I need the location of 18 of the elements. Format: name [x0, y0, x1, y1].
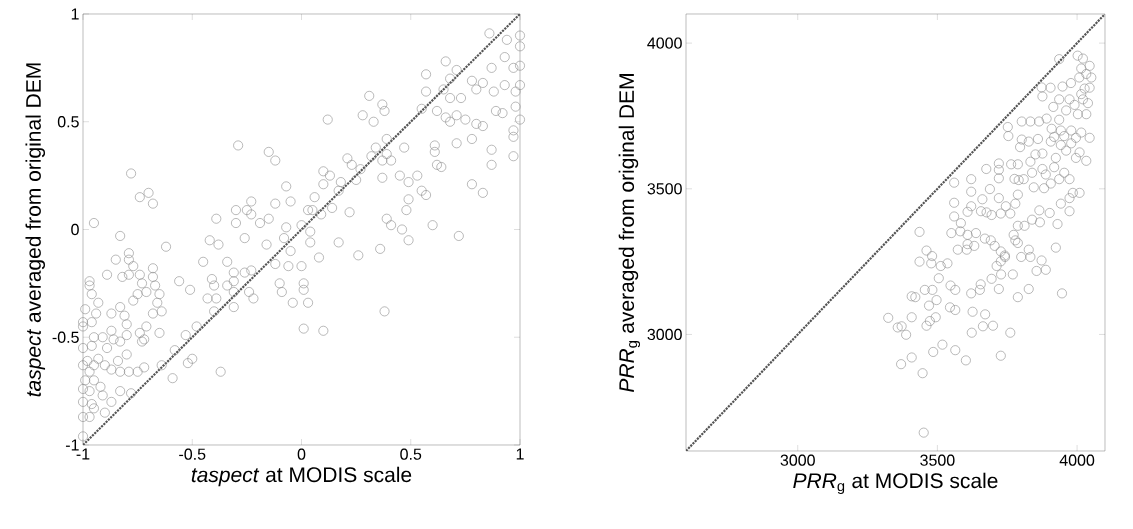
x-tick-label: 3000 — [780, 454, 815, 466]
y-tick-label: 0 — [71, 223, 79, 236]
x-tick-label: 1 — [516, 448, 524, 460]
x-tick-label: 4000 — [1059, 454, 1095, 466]
x-axis-title: taspect at MODIS scale — [191, 466, 412, 487]
x-tick-label: 3500 — [920, 454, 955, 466]
x-tick-label: -0.5 — [179, 448, 206, 460]
y-tick-label: 0.5 — [57, 116, 79, 128]
y-axis-title: PRR$_{g}$ averaged from original DEM — [618, 74, 640, 392]
x-tick-label: 0 — [297, 448, 306, 460]
y-tick-label: 4000 — [647, 37, 682, 49]
y-tick-label: -0.5 — [52, 331, 79, 343]
y-tick-label: 1 — [71, 8, 79, 20]
y-tick-label: 3000 — [647, 328, 682, 341]
y-tick-label: 3500 — [647, 183, 682, 195]
x-tick-label: 0.5 — [400, 448, 422, 460]
y-axis-title: taspect averaged from original DEM — [25, 63, 46, 397]
x-axis-title: PRR$_{g}$ at MODIS scale — [793, 472, 998, 495]
